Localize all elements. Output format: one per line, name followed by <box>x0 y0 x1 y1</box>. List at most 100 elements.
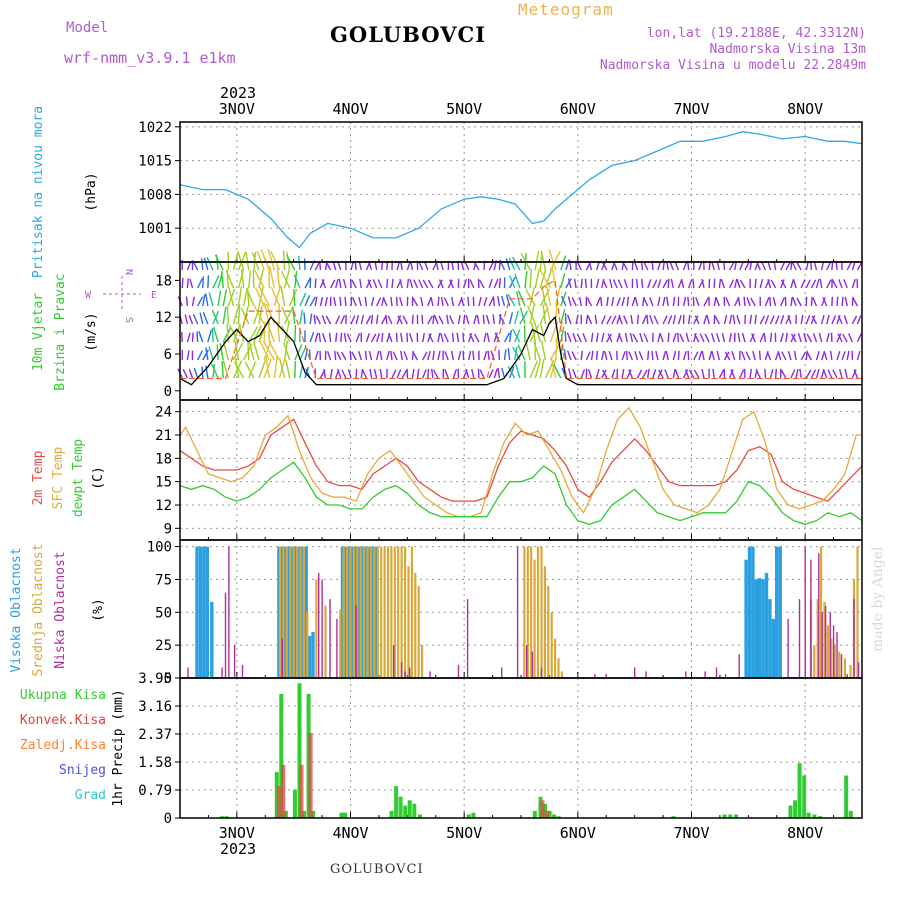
wind-barb <box>820 314 825 325</box>
cloudiness-bar <box>523 546 526 678</box>
wind-barb <box>856 261 863 271</box>
wind-barb <box>698 261 703 271</box>
wind-barb <box>595 332 599 343</box>
cloudiness-bar <box>747 546 752 678</box>
wind-barb <box>695 297 700 307</box>
wind-barb <box>732 314 736 325</box>
wind-barb <box>314 278 317 289</box>
wind-barb <box>595 350 599 361</box>
wind-barb <box>628 369 634 379</box>
temperature-panel: 9 12 15 18 21 24 <box>155 399 863 541</box>
wind-barb <box>780 279 787 289</box>
precipitation-bar <box>339 812 344 818</box>
wind-barb <box>781 351 787 361</box>
cloudiness-bar <box>241 664 244 678</box>
cloudiness-bar <box>299 546 302 678</box>
precipitation-bar <box>722 814 727 818</box>
wind-barb <box>355 333 361 343</box>
wind-barb <box>715 333 721 343</box>
wind-barb <box>358 296 362 307</box>
wind-barb <box>621 351 626 361</box>
wind-barb <box>672 350 677 361</box>
precipitation-ytick-label: 0.79 <box>138 783 172 799</box>
wind-barb <box>412 351 419 361</box>
wind-barb <box>314 296 318 307</box>
wind-barb <box>568 368 572 379</box>
wind-barb <box>587 315 593 325</box>
wind-barb <box>563 349 567 361</box>
precipitation-bar <box>389 810 394 818</box>
cloudiness-bar <box>724 674 727 678</box>
cloudiness-bar <box>278 546 282 678</box>
wind-barb <box>677 315 682 325</box>
wind-barb <box>811 315 818 325</box>
wind-barb <box>754 278 757 289</box>
cloudiness-bar <box>292 546 295 678</box>
wind-barb <box>304 295 311 307</box>
wind-barb <box>693 369 700 379</box>
bottom-day-label: 8NOV <box>787 824 823 842</box>
wind-barb <box>643 333 649 343</box>
cloud-unit: (%) <box>91 598 106 621</box>
precipitation-bar <box>788 805 793 818</box>
cloudiness-bar <box>329 599 331 678</box>
wind-barb <box>826 332 830 343</box>
wind-barb <box>211 309 219 325</box>
wind-barb <box>810 369 817 379</box>
wind-barb <box>714 315 720 325</box>
wind-barb <box>800 279 806 289</box>
wind-ytick-label: 0 <box>164 384 172 400</box>
wind-barb <box>844 368 848 379</box>
wind-barb <box>335 278 339 289</box>
wind-barb <box>251 252 260 271</box>
wind-barb <box>831 315 837 325</box>
wind-barb <box>367 279 373 289</box>
wind-barb <box>267 248 276 271</box>
wind-barb <box>503 349 507 361</box>
cloudiness-bar <box>813 645 816 678</box>
wind-barb <box>507 365 516 379</box>
wind-barb <box>623 279 628 289</box>
wind-barb <box>575 314 579 325</box>
wind-barb <box>313 314 316 325</box>
wind-barb <box>234 358 240 379</box>
wind-barb <box>745 351 751 361</box>
wind-barb <box>328 332 332 343</box>
wind-barb <box>602 369 608 379</box>
wind-barb <box>674 261 680 271</box>
precipitation-bar <box>547 810 552 818</box>
wind-barb <box>400 332 403 343</box>
wind-barb <box>514 363 521 379</box>
wind-barb <box>469 333 475 343</box>
cloudiness-bar <box>554 638 557 678</box>
wind-barb <box>790 296 793 307</box>
temperature-ytick-label: 15 <box>155 475 172 491</box>
elevation-info: Nadmorska Visina 13m <box>709 42 866 57</box>
wind-barb <box>769 315 775 325</box>
wind-barb <box>258 269 264 289</box>
wind-barb <box>672 332 677 343</box>
wind-barb <box>703 297 709 307</box>
cloudiness-bar <box>289 546 292 678</box>
wind-barb <box>618 333 623 343</box>
wind-barb <box>780 261 786 271</box>
wind-barb <box>662 296 666 307</box>
wind-barb <box>237 268 245 289</box>
wind-barb <box>679 333 685 343</box>
wind-barb <box>315 315 322 325</box>
wind-barb <box>698 351 703 361</box>
wind-barb <box>386 350 390 361</box>
wind-barb <box>529 268 533 289</box>
wind-barb <box>248 361 257 379</box>
wind-barb <box>422 351 428 361</box>
cloudiness-bar <box>285 546 288 678</box>
wind-barb <box>185 296 189 307</box>
wind-barb <box>639 332 644 343</box>
wind-barb <box>585 351 591 361</box>
cloudiness-bar <box>339 609 342 678</box>
wind-barb <box>560 295 567 307</box>
wind-barb <box>321 315 327 325</box>
wind-barb <box>587 369 593 379</box>
precipitation-panel: 0 0.79 1.58 2.37 3.16 3.95 <box>138 671 863 827</box>
wind-barb <box>210 363 219 379</box>
